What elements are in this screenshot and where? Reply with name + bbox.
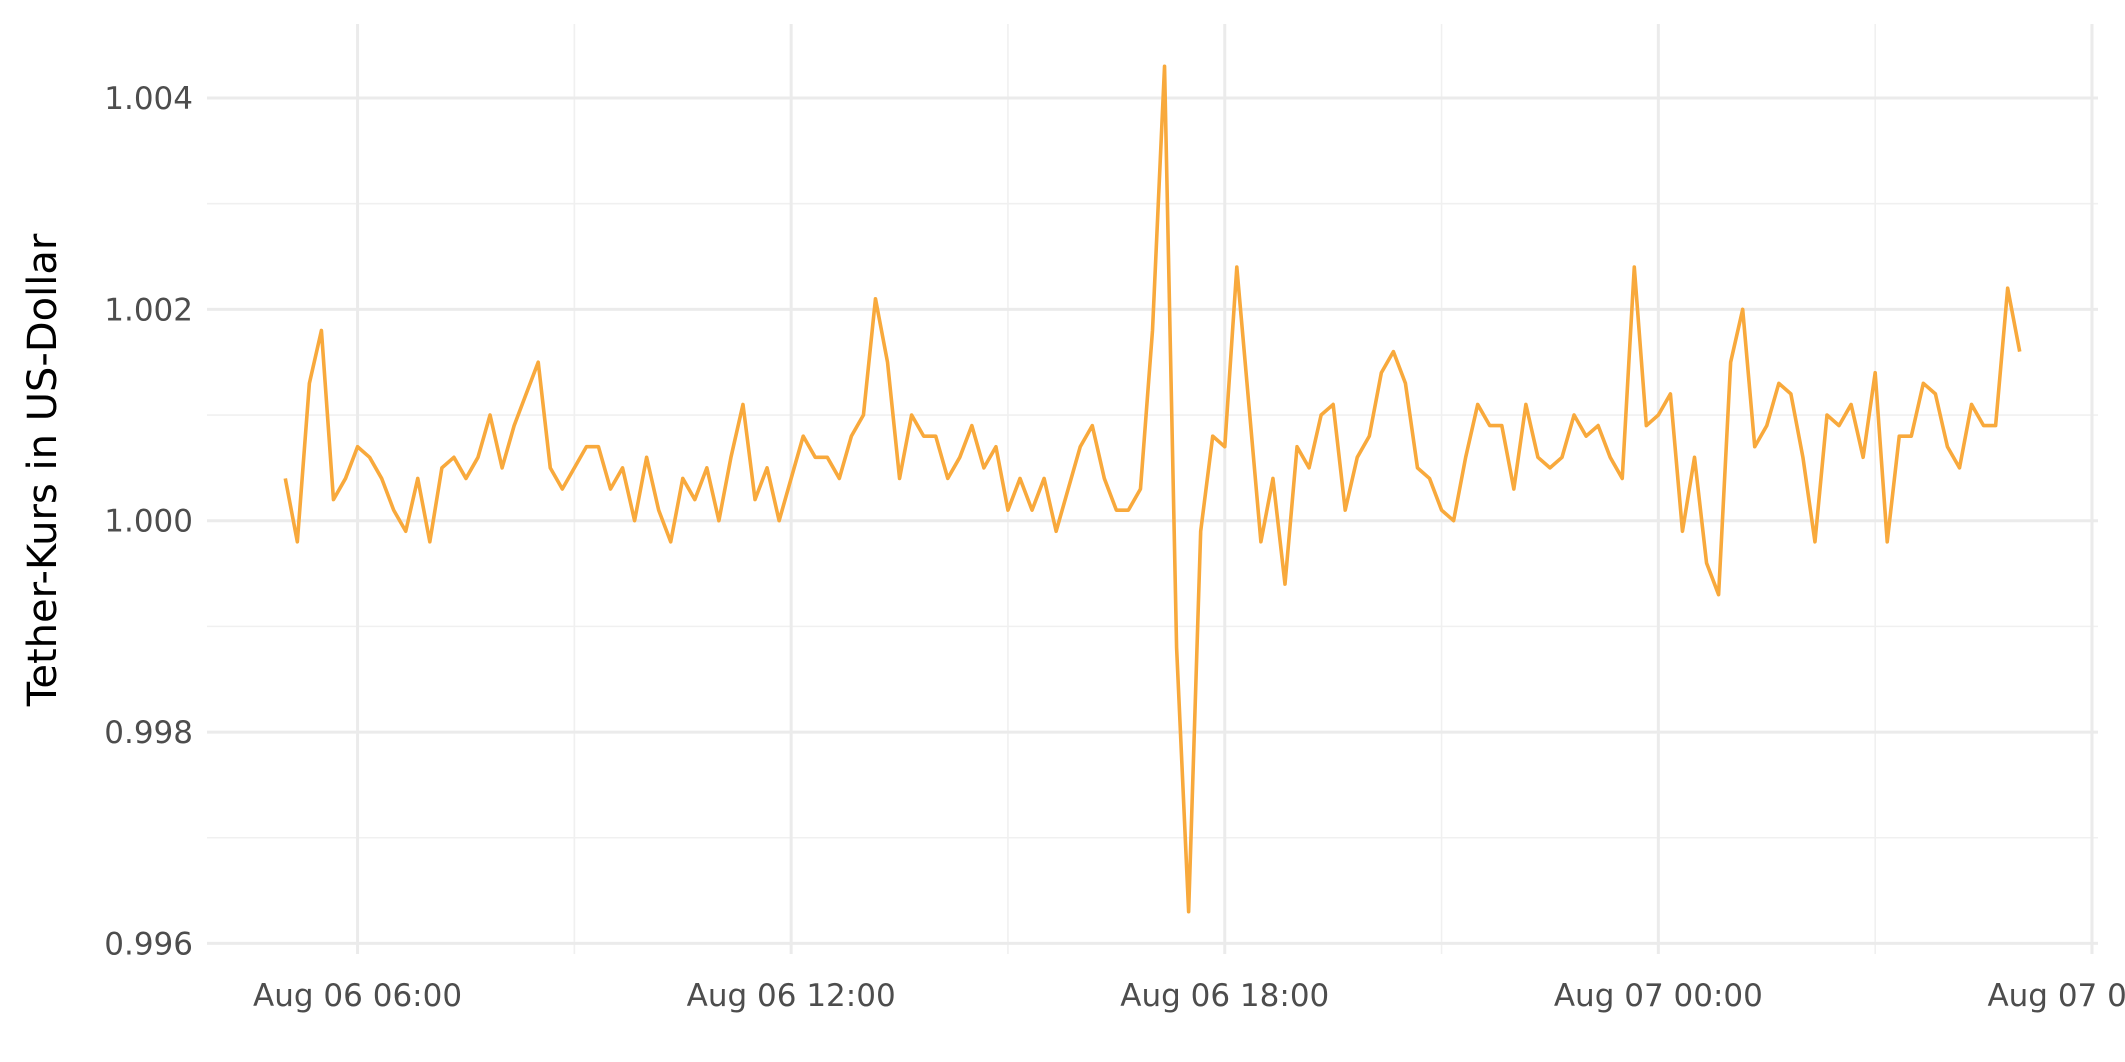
y-tick-label: 0.996: [104, 926, 193, 962]
y-tick-label: 1.002: [104, 292, 193, 328]
x-tick-label: Aug 06 12:00: [687, 978, 896, 1014]
price-line: [283, 64, 2022, 914]
y-tick-label: 1.004: [104, 81, 193, 117]
x-tick-label: Aug 07 00:00: [1554, 978, 1763, 1014]
y-axis-title: Tether-Kurs in US-Dollar: [20, 233, 66, 707]
x-tick-label: Aug 06 18:00: [1120, 978, 1329, 1014]
x-tick-label: Aug 06 06:00: [253, 978, 462, 1014]
y-tick-label: 0.998: [104, 715, 193, 751]
x-tick-label: Aug 07 06:00: [1987, 978, 2125, 1014]
y-tick-label: 1.000: [104, 504, 193, 540]
